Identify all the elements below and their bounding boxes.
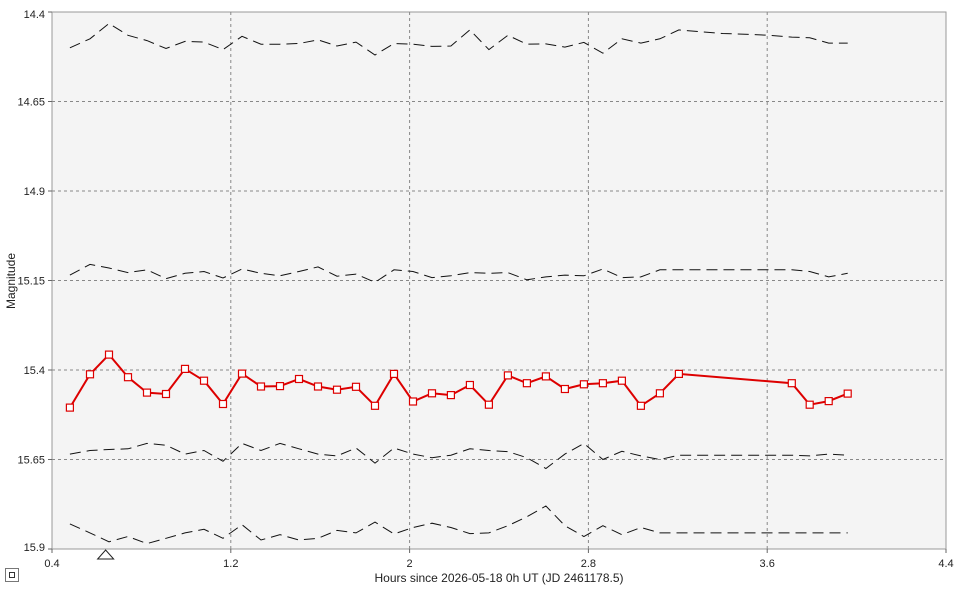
data-point-marker bbox=[843, 389, 852, 398]
square-icon bbox=[9, 572, 15, 578]
y-tick-label: 15.65 bbox=[17, 455, 45, 467]
data-point-marker bbox=[503, 371, 512, 380]
data-point-marker bbox=[199, 376, 209, 385]
data-point-marker bbox=[560, 384, 570, 394]
data-point-marker bbox=[541, 372, 551, 381]
y-tick-label: 14.9 bbox=[24, 186, 45, 198]
series-layer bbox=[65, 22, 852, 545]
comparison-star-line bbox=[69, 442, 848, 470]
x-axis-title: Hours since 2026-05-18 0h UT (JD 2461178… bbox=[374, 571, 623, 585]
x-tick-label: 2 bbox=[407, 558, 413, 570]
x-tick-label: 0.4 bbox=[44, 558, 59, 570]
data-point-marker bbox=[427, 389, 437, 398]
x-tick-label: 2.8 bbox=[581, 558, 596, 570]
data-point-marker bbox=[237, 369, 247, 378]
data-point-marker bbox=[370, 401, 380, 410]
comparison-star-line bbox=[69, 505, 848, 545]
chart-options-button[interactable] bbox=[5, 568, 19, 582]
comparison-star-line bbox=[69, 22, 848, 56]
data-point-marker bbox=[256, 382, 266, 391]
y-tick-label: 15.9 bbox=[24, 542, 45, 554]
grid-lines bbox=[52, 12, 946, 549]
y-tick-label: 15.4 bbox=[24, 365, 45, 377]
data-point-marker bbox=[65, 403, 75, 412]
data-point-marker bbox=[579, 380, 589, 389]
data-point-marker bbox=[85, 370, 95, 379]
data-point-marker bbox=[674, 369, 684, 378]
data-point-marker bbox=[598, 379, 608, 388]
x-tick-label: 3.6 bbox=[760, 558, 775, 570]
y-axis-title: Magnitude bbox=[4, 253, 18, 309]
data-point-marker bbox=[408, 397, 418, 406]
data-point-marker bbox=[275, 382, 285, 391]
y-tick-label: 14.65 bbox=[17, 97, 45, 109]
data-point-marker bbox=[104, 350, 114, 359]
data-point-marker bbox=[123, 373, 133, 382]
data-point-marker bbox=[655, 389, 665, 398]
x-tick-label: 1.2 bbox=[223, 558, 238, 570]
data-point-marker bbox=[389, 369, 399, 378]
data-point-marker bbox=[180, 364, 190, 373]
y-tick-label: 15.15 bbox=[17, 276, 45, 288]
data-point-marker bbox=[294, 374, 304, 384]
data-point-marker bbox=[617, 376, 627, 385]
data-point-marker bbox=[465, 380, 474, 390]
data-point-marker bbox=[313, 382, 323, 391]
data-point-marker bbox=[332, 385, 342, 394]
data-point-marker bbox=[446, 391, 455, 400]
data-point-marker bbox=[484, 400, 493, 409]
data-point-marker bbox=[787, 379, 796, 388]
data-point-marker bbox=[522, 379, 532, 388]
x-axis-ticks: 0.4 1.2 2 2.8 3.6 4.4 bbox=[44, 549, 954, 570]
comparison-star-line bbox=[69, 263, 848, 283]
data-point-marker bbox=[636, 401, 646, 410]
y-axis-ticks: 14.4 14.65 14.9 15.15 15.4 15.65 15.9 bbox=[17, 9, 52, 554]
data-point-marker bbox=[142, 388, 152, 397]
data-point-marker bbox=[824, 397, 833, 406]
x-tick-label: 4.4 bbox=[938, 558, 953, 570]
data-point-marker bbox=[161, 389, 171, 399]
observation-marker-triangle bbox=[96, 549, 115, 560]
data-point-marker bbox=[805, 400, 814, 409]
data-point-marker bbox=[351, 382, 361, 391]
y-tick-label: 14.4 bbox=[24, 9, 45, 21]
data-point-marker bbox=[218, 399, 228, 409]
